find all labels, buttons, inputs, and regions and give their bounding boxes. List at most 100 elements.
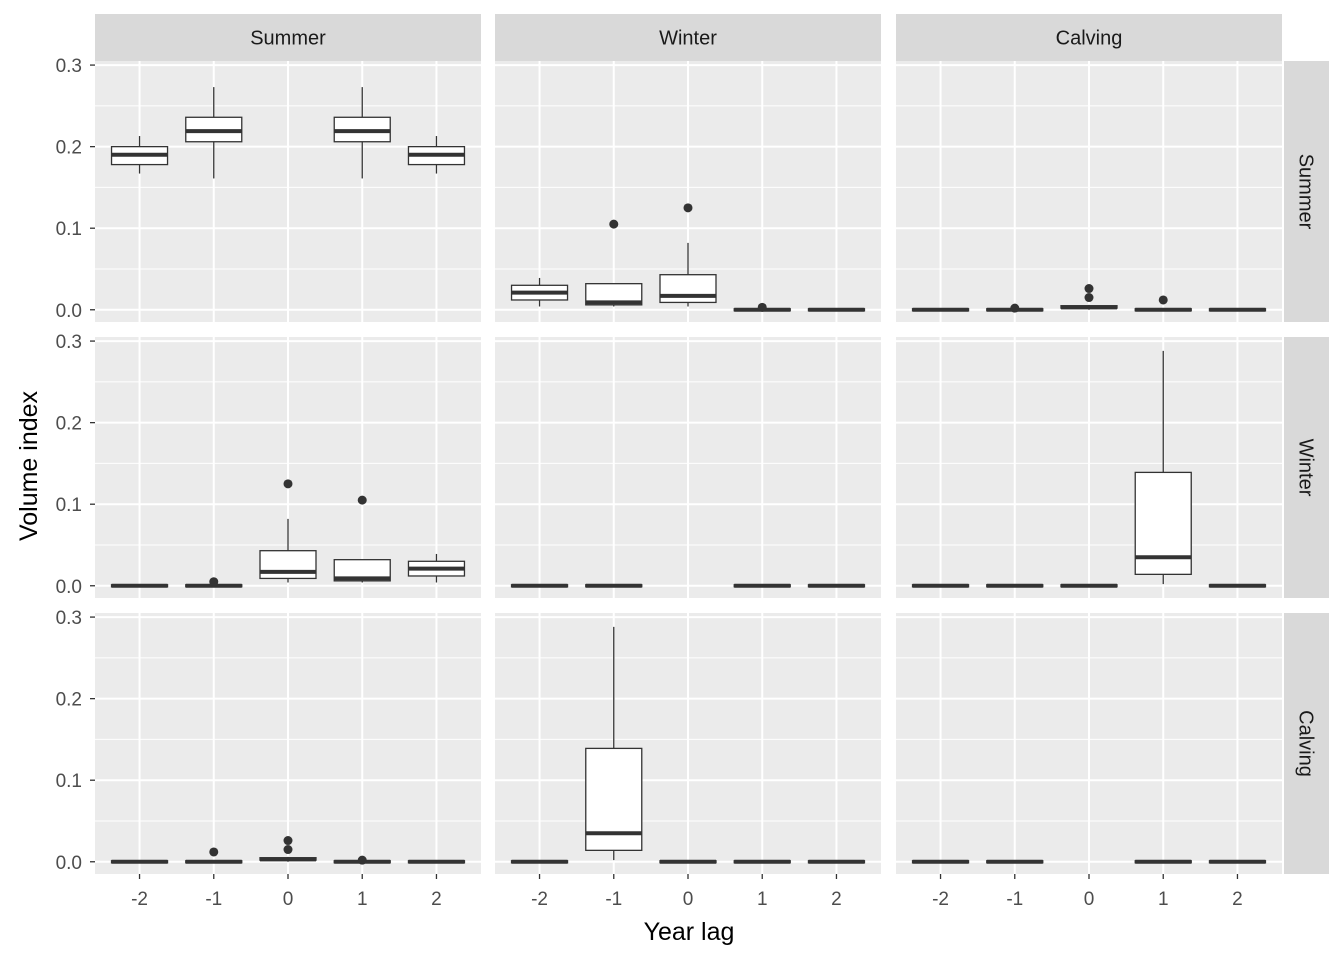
boxplot: [1208, 307, 1267, 312]
x-axis: -2 -1 0 1 2: [131, 874, 442, 910]
boxplot: [1060, 583, 1118, 588]
boxplot: [1134, 295, 1192, 312]
column-strip: Winter: [495, 14, 881, 61]
y-tick-label: 0.3: [56, 56, 82, 77]
boxplot: [733, 302, 791, 312]
facet-panel: [95, 613, 481, 874]
boxplot: [333, 495, 391, 583]
boxplot: [585, 219, 643, 307]
y-tick-label: 0.3: [56, 332, 82, 353]
boxplot: [110, 136, 169, 174]
boxplot: [1134, 350, 1192, 585]
outlier-point: [283, 836, 293, 846]
boxplot: [1060, 284, 1118, 310]
x-tick-label: 2: [831, 889, 842, 910]
y-tick-label: 0.1: [56, 219, 82, 240]
boxplot: [986, 859, 1044, 864]
boxplot: [807, 307, 866, 312]
boxplot: [733, 583, 791, 588]
y-tick-label: 0.1: [56, 495, 82, 516]
boxplot: [407, 553, 466, 583]
outlier-point: [757, 302, 767, 312]
x-tick-label: -2: [932, 889, 949, 910]
panel-boxes: [510, 203, 866, 312]
boxplot: [510, 583, 569, 588]
boxplot: [333, 87, 391, 179]
boxplot: [259, 836, 317, 862]
box: [259, 550, 317, 580]
y-tick-label: 0.1: [56, 771, 82, 792]
boxplot: [1208, 859, 1267, 864]
boxplot: [659, 203, 717, 307]
y-tick-label: 0.2: [56, 690, 82, 711]
x-tick-label: -2: [531, 889, 548, 910]
boxplot: [110, 859, 169, 864]
boxplot: [185, 87, 243, 179]
outlier-point: [609, 219, 619, 229]
facet-panel: [896, 61, 1282, 322]
column-strip-label: Summer: [250, 28, 326, 50]
x-axis-title: Year lag: [644, 918, 735, 946]
facet-panel: [495, 613, 881, 874]
boxplot: [807, 583, 866, 588]
y-axis-title: Volume index: [15, 390, 43, 541]
boxplot: [407, 859, 466, 864]
boxplot: [185, 847, 243, 864]
facet-panel: [896, 613, 1282, 874]
column-strip-label: Calving: [1056, 28, 1123, 50]
outlier-point: [209, 847, 219, 857]
boxplot: [986, 583, 1044, 588]
x-tick-label: -1: [205, 889, 222, 910]
outlier-point: [1084, 284, 1094, 294]
strip-background: [1284, 61, 1329, 322]
boxplot: [110, 583, 169, 588]
y-axis: 0.0 0.1 0.2 0.3: [56, 608, 95, 874]
panel-boxes: [110, 479, 466, 588]
outlier-point: [357, 855, 367, 865]
x-tick-label: -1: [605, 889, 622, 910]
strip-background: [95, 14, 481, 61]
strip-background: [495, 14, 881, 61]
boxplot: [986, 303, 1044, 313]
box: [585, 283, 643, 306]
row-strip-label: Summer: [1295, 154, 1317, 230]
row-strip-label: Winter: [1295, 439, 1317, 497]
x-tick-label: 1: [757, 889, 768, 910]
y-tick-label: 0.2: [56, 414, 82, 435]
boxplot: [733, 859, 791, 864]
x-tick-label: 2: [431, 889, 442, 910]
column-strip-label: Winter: [659, 28, 717, 50]
panel-boxes: [110, 87, 466, 179]
strip-background: [1284, 613, 1329, 874]
column-strip: Calving: [896, 14, 1282, 61]
boxplot: [510, 277, 569, 307]
x-tick-label: 0: [683, 889, 694, 910]
facet-panel: [896, 337, 1282, 598]
outlier-point: [357, 495, 367, 505]
outlier-point: [1010, 303, 1020, 313]
row-strip-label: Calving: [1295, 710, 1317, 777]
facet-strips: Summer Winter Calving Summer Winter Calving: [95, 14, 1329, 874]
strip-background: [1284, 337, 1329, 598]
outlier-point: [283, 479, 293, 489]
box: [659, 274, 717, 304]
outlier-point: [209, 577, 219, 587]
panel-boxes: [911, 350, 1267, 588]
row-strip: Summer: [1284, 61, 1329, 322]
x-tick-label: -1: [1006, 889, 1023, 910]
x-tick-label: 0: [283, 889, 294, 910]
panel-boxes: [510, 626, 866, 864]
boxplot: [259, 479, 317, 583]
y-tick-label: 0.0: [56, 577, 82, 598]
y-tick-label: 0.3: [56, 608, 82, 629]
boxplot: [807, 859, 866, 864]
strip-background: [896, 14, 1282, 61]
boxplot: [911, 583, 970, 588]
axes: 0.0 0.1 0.2 0.3 0.0 0.1 0.2 0.3 0.0 0.1 0.2 0.3 -2 -1…: [56, 56, 1243, 910]
boxplot: [585, 583, 643, 588]
panel-boxes: [110, 836, 466, 865]
column-strip: Summer: [95, 14, 481, 61]
y-tick-label: 0.2: [56, 138, 82, 159]
panel-boxes: [911, 859, 1267, 864]
outlier-point: [283, 845, 293, 855]
